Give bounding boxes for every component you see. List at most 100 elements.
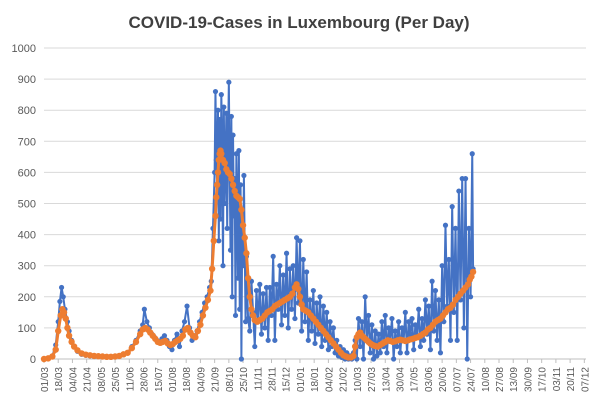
data-point: [379, 319, 385, 325]
data-point: [375, 331, 382, 337]
y-tick-label: 100: [18, 323, 36, 335]
data-point: [176, 343, 183, 350]
data-point: [272, 337, 278, 343]
data-point: [225, 141, 231, 148]
data-point: [212, 88, 219, 95]
data-point: [260, 291, 266, 297]
y-axis: 0 100 200 300 400 500 600 700 800 900 1000: [12, 43, 36, 366]
data-point: [213, 194, 220, 201]
y-tick-label: 600: [18, 167, 36, 179]
data-point: [240, 263, 246, 269]
data-point: [412, 322, 418, 328]
data-point: [293, 235, 300, 241]
data-point: [454, 337, 460, 343]
data-point: [407, 331, 413, 337]
x-tick-label: 03/11: [552, 367, 563, 392]
data-point: [194, 327, 202, 335]
data-point: [315, 331, 321, 337]
data-point: [204, 296, 212, 304]
data-point: [220, 263, 226, 269]
x-tick-label: 30/09: [523, 367, 534, 392]
data-point: [238, 356, 244, 362]
data-point: [223, 110, 229, 116]
data-point: [304, 269, 310, 275]
data-point: [217, 216, 224, 222]
data-point: [221, 159, 228, 167]
data-point: [451, 309, 457, 315]
data-point: [218, 150, 225, 157]
data-point: [280, 272, 286, 278]
x-tick-label: 27/08: [495, 367, 506, 392]
data-point: [300, 256, 306, 263]
data-point: [60, 294, 66, 300]
y-tick-label: 800: [18, 105, 36, 117]
x-tick-label: 07/07: [452, 367, 463, 392]
data-point: [436, 297, 442, 303]
data-point: [319, 343, 325, 350]
y-tick-label: 200: [18, 292, 36, 304]
data-point: [124, 349, 131, 356]
x-tick-label: 11/06: [125, 367, 136, 392]
data-point: [305, 337, 311, 343]
x-tick-label: 13/04: [381, 367, 392, 392]
data-point: [246, 293, 253, 300]
data-point: [62, 315, 69, 322]
data-point: [302, 319, 308, 325]
data-point: [417, 343, 423, 350]
data-point: [449, 204, 455, 210]
data-point: [219, 138, 225, 144]
data-point: [49, 353, 56, 360]
data-point: [241, 234, 248, 241]
data-point: [391, 356, 397, 362]
data-point: [197, 321, 204, 328]
data-point: [446, 256, 452, 263]
data-point: [466, 225, 472, 231]
data-point: [128, 344, 136, 352]
data-point: [406, 319, 412, 325]
data-point: [409, 315, 415, 322]
data-point: [367, 350, 373, 356]
data-point: [64, 324, 71, 332]
data-point: [65, 332, 73, 339]
data-point: [229, 294, 235, 300]
x-tick-label: 17/10: [538, 367, 549, 392]
data-point: [237, 182, 244, 188]
data-point: [247, 328, 253, 334]
data-point: [399, 325, 405, 331]
data-point: [439, 263, 445, 269]
data-point: [234, 200, 240, 207]
x-axis: 01/03 18/03 04/04 21/04 08/05 25/05 11/06 28/06…: [40, 359, 591, 392]
data-point: [184, 303, 190, 309]
data-point: [386, 325, 392, 331]
x-tick-label: 28/06: [140, 367, 151, 392]
data-point: [241, 172, 247, 179]
data-point: [244, 274, 252, 282]
data-point: [169, 347, 175, 353]
data-point: [422, 297, 429, 303]
data-point: [268, 312, 275, 319]
data-point: [252, 343, 258, 350]
data-point: [426, 303, 432, 309]
data-point: [382, 312, 388, 319]
data-point: [277, 263, 283, 269]
x-tick-label: 08/05: [97, 367, 108, 392]
data-point: [288, 306, 295, 312]
x-tick-label: 15/07: [154, 367, 165, 392]
data-point: [359, 319, 365, 325]
data-point: [369, 322, 375, 328]
data-point: [52, 346, 59, 353]
x-tick-label: 20/06: [438, 367, 449, 392]
x-tick-label: 30/04: [395, 367, 406, 392]
data-point: [243, 250, 250, 257]
data-point: [464, 356, 470, 362]
data-point: [324, 309, 330, 315]
data-point: [55, 327, 62, 335]
x-tick-label: 25/05: [111, 367, 122, 392]
y-tick-label: 400: [18, 230, 36, 242]
data-point: [236, 195, 243, 203]
x-tick-label: 04/04: [68, 367, 79, 392]
data-point: [289, 290, 296, 297]
data-point: [357, 343, 363, 350]
data-point: [58, 284, 65, 291]
